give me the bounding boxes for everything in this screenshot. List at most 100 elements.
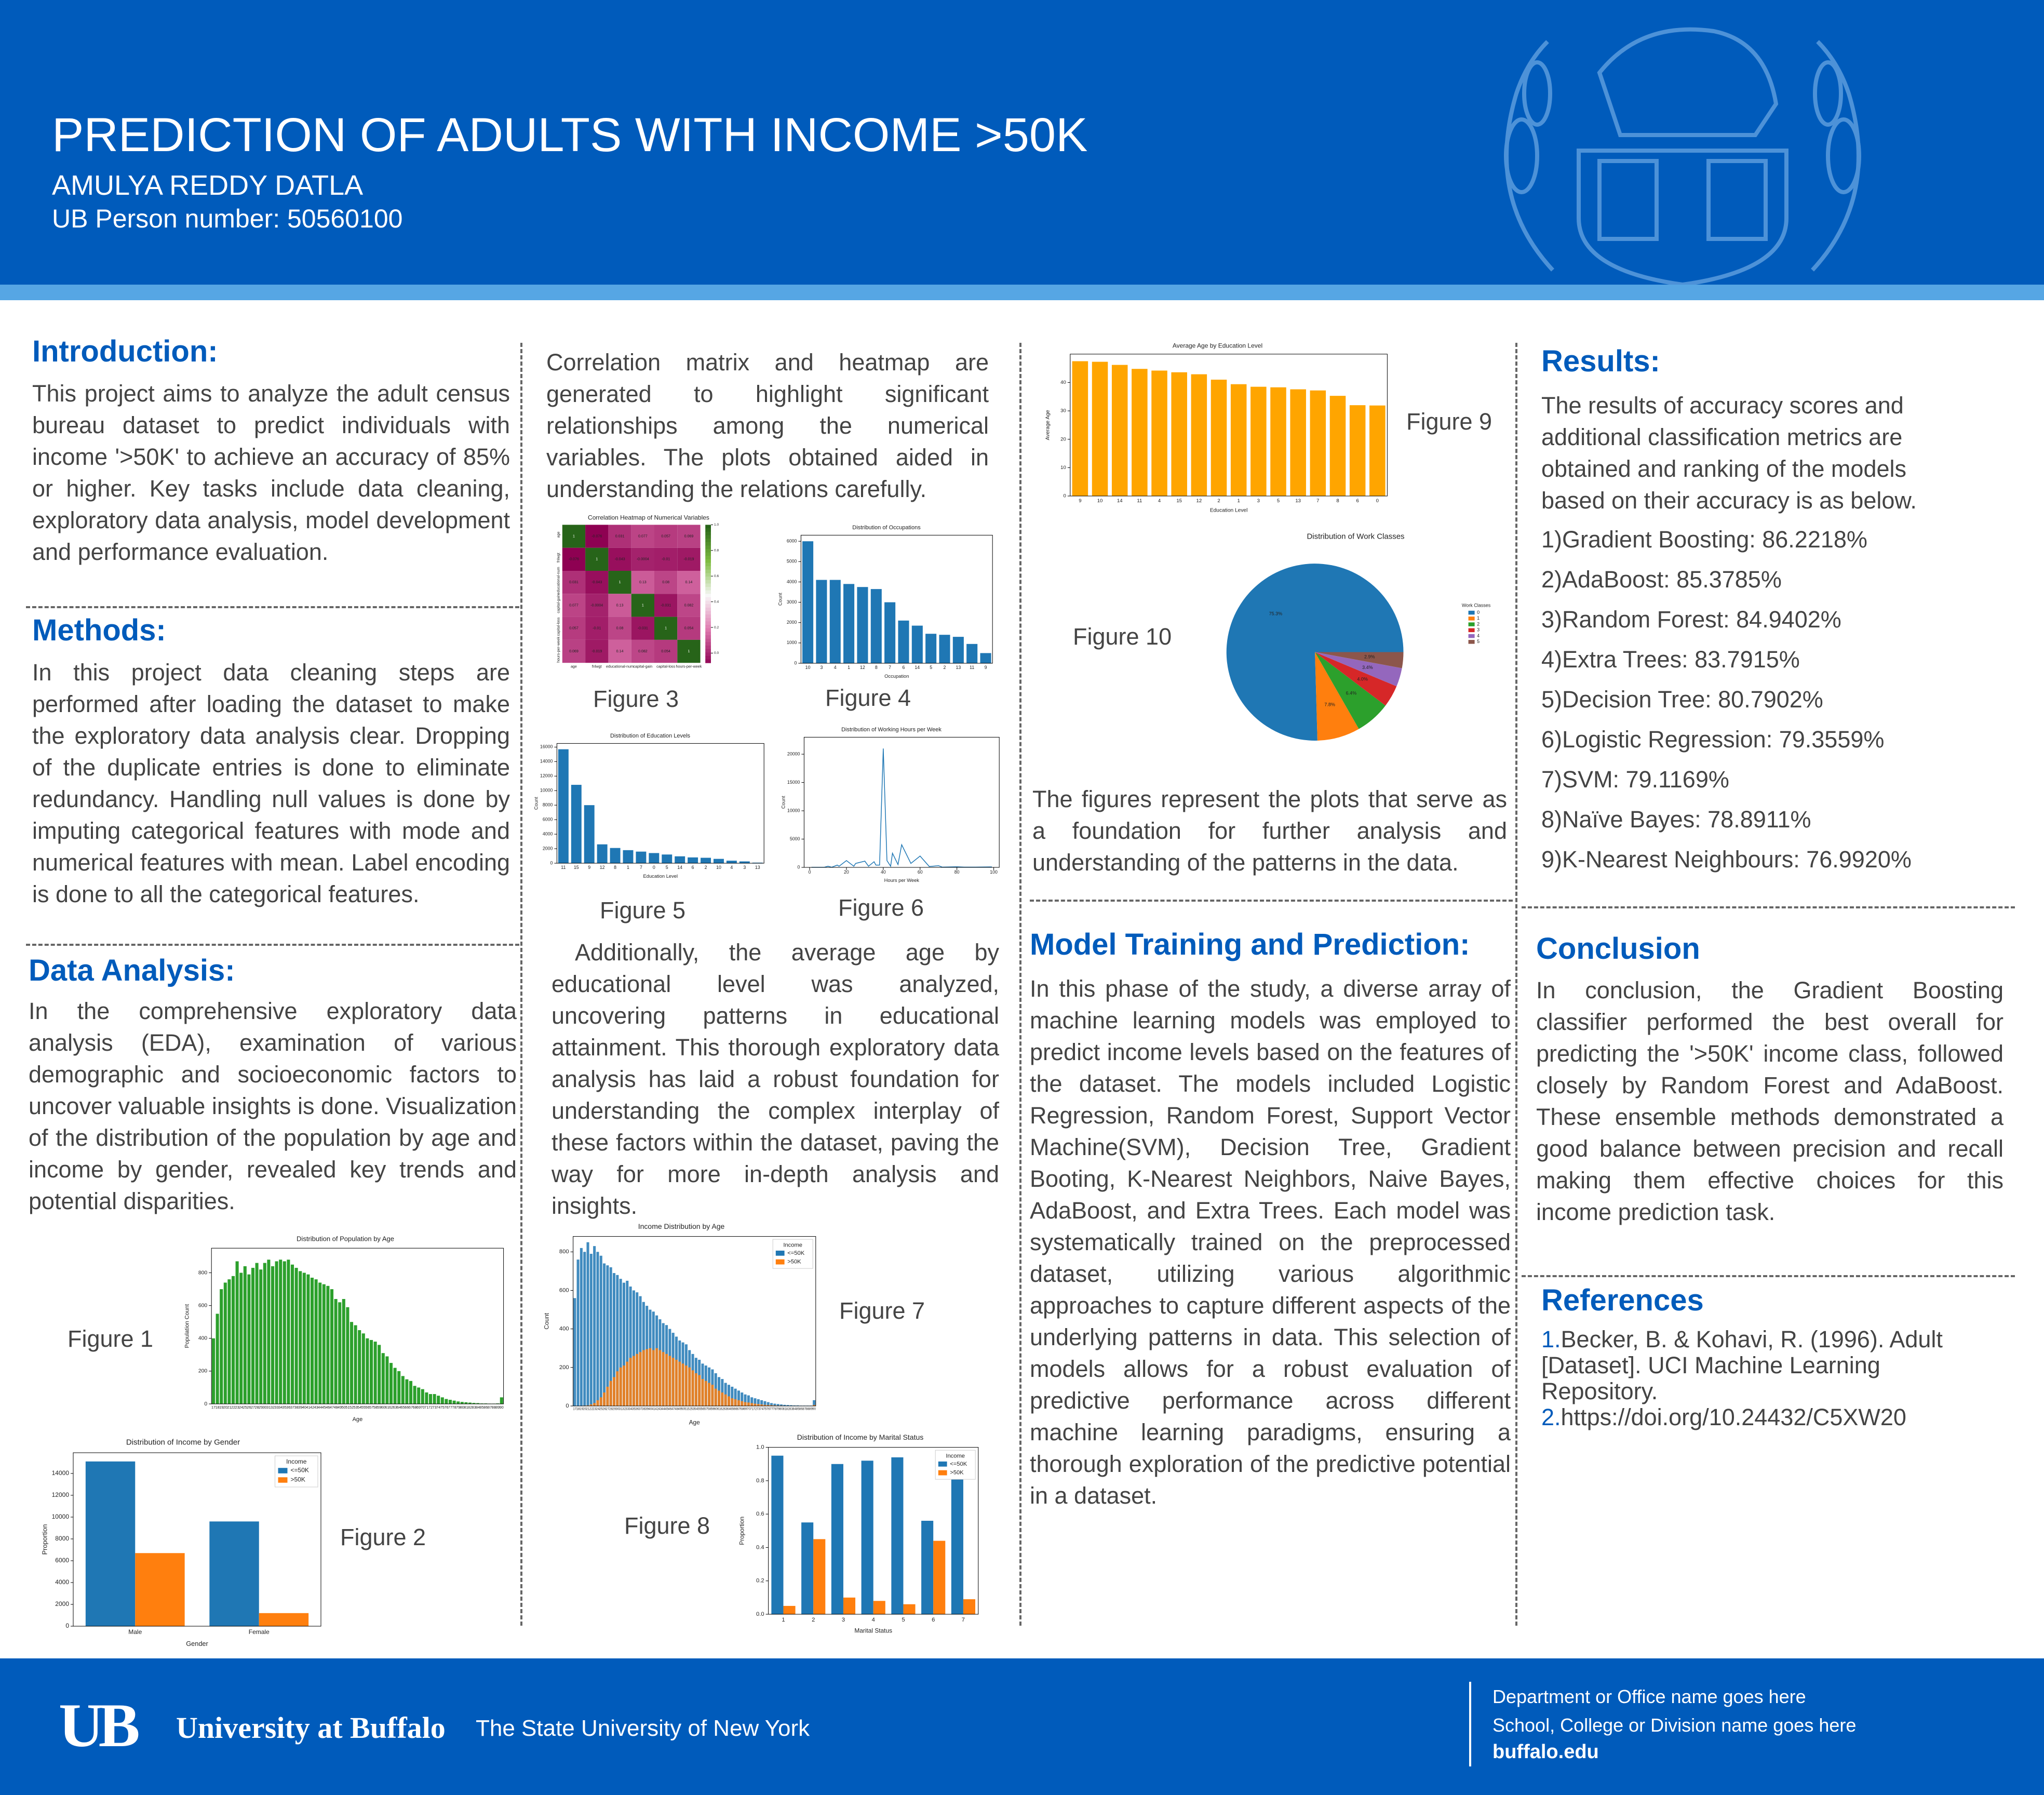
bar <box>675 856 685 863</box>
x-tick-label: 79 <box>456 1405 460 1410</box>
heatmap-cell <box>631 525 654 548</box>
colorbar-segment <box>705 577 711 581</box>
legend-swatch <box>1468 628 1475 633</box>
y-tick-label: 800 <box>198 1270 208 1276</box>
y-tick-label: educational-num <box>556 567 561 594</box>
x-tick-label: 87 <box>802 1408 806 1411</box>
cell-label: 0.069 <box>684 534 694 538</box>
bar <box>401 1376 405 1404</box>
x-tick-label: 12 <box>860 665 865 670</box>
x-tick-label: 5 <box>930 665 932 670</box>
x-tick-label: 40 <box>881 869 886 875</box>
legend-label: >50K <box>950 1470 964 1476</box>
bar <box>770 1405 773 1406</box>
bar <box>589 1404 593 1406</box>
bar <box>843 584 855 663</box>
header-band <box>0 0 2044 285</box>
y-tick-label: 0.6 <box>756 1511 764 1517</box>
bar <box>381 1353 385 1404</box>
pie-slice <box>1315 652 1404 668</box>
x-tick-label: 74 <box>436 1405 440 1410</box>
heatmap-cell <box>631 639 654 663</box>
x-tick-label: 90 <box>500 1405 504 1410</box>
legend-label: >50K <box>787 1259 801 1265</box>
colorbar-segment <box>705 618 711 622</box>
bar <box>373 1342 377 1404</box>
x-tick-label: 46 <box>326 1405 330 1410</box>
x-tick-label: 6 <box>692 865 694 870</box>
x-axis-label: Age <box>689 1418 701 1426</box>
column-divider <box>1515 343 1517 1626</box>
x-tick-label: 2 <box>812 1617 815 1623</box>
colorbar-segment <box>705 542 711 546</box>
x-tick-label: 9 <box>985 665 987 670</box>
cell-label: 1 <box>665 626 667 631</box>
x-tick-label: 28 <box>609 1408 613 1411</box>
slice-label: 3.4% <box>1362 665 1373 670</box>
x-tick-label: 61 <box>385 1405 389 1410</box>
plot-frame <box>800 534 993 664</box>
bar <box>731 1398 734 1406</box>
x-tick-label: 50 <box>342 1405 346 1410</box>
bar <box>346 1307 349 1404</box>
bar <box>378 1345 381 1404</box>
x-tick-label: 39 <box>645 1408 649 1411</box>
cell-label: -0.019 <box>591 649 602 653</box>
y-tick-label: capital-gain <box>556 594 561 613</box>
bar <box>773 1405 776 1406</box>
cell-label: -0.019 <box>683 557 694 561</box>
heatmap-cell <box>608 547 631 571</box>
bar <box>757 1399 760 1406</box>
bar <box>1329 396 1346 496</box>
bar <box>789 1405 792 1406</box>
figure-label: Figure 7 <box>839 1297 925 1324</box>
colorbar-segment <box>705 594 711 598</box>
x-tick-label: 26 <box>602 1408 606 1411</box>
x-tick-label: 70 <box>421 1405 425 1410</box>
cell-label: 1 <box>688 649 690 653</box>
legend-swatch <box>938 1461 947 1467</box>
bar <box>754 1403 757 1406</box>
cell-label: 0.077 <box>569 603 579 607</box>
x-tick-label: 62 <box>389 1405 393 1410</box>
x-tick-label: 41 <box>652 1408 655 1411</box>
chart-title: Distribution of Income by Marital Status <box>797 1433 924 1441</box>
bar <box>231 1276 235 1404</box>
y-axis-label: Proportion <box>738 1517 745 1545</box>
bar <box>606 1386 609 1406</box>
y-tick-label: 30 <box>1060 408 1066 414</box>
bar <box>1111 365 1128 496</box>
x-tick-label: 10 <box>1097 498 1103 504</box>
bar <box>330 1289 334 1404</box>
bar <box>597 844 608 863</box>
x-tick-label: 58 <box>373 1405 378 1410</box>
legend-label: <=50K <box>291 1467 309 1474</box>
x-tick-label: 35 <box>283 1405 287 1410</box>
section-heading: Conclusion <box>1536 932 1700 966</box>
x-tick-label: 70 <box>747 1408 750 1411</box>
y-tick-label: 10000 <box>787 808 800 813</box>
heatmap-cell <box>677 639 701 663</box>
author: AMULYA REDDY DATLA <box>52 170 364 201</box>
x-tick-label: 36 <box>286 1405 290 1410</box>
poster-title: PREDICTION OF ADULTS WITH INCOME >50K <box>52 109 1088 162</box>
figure-label: Figure 2 <box>340 1524 426 1550</box>
figure-chart: Distribution of Occupations 0 1000 2000 3000… <box>776 521 997 680</box>
y-tick-label: 400 <box>198 1336 208 1342</box>
website: buffalo.edu <box>1492 1741 1599 1763</box>
x-tick-label: 24 <box>596 1408 600 1411</box>
bar <box>468 1402 472 1404</box>
references-list: 1.Becker, B. & Kohavi, R. (1996). Adult … <box>1541 1327 1998 1430</box>
bar <box>776 1404 779 1406</box>
bar <box>783 1404 786 1406</box>
legend-title: Income <box>783 1242 802 1248</box>
bar <box>891 1457 904 1614</box>
bar <box>903 1604 916 1614</box>
heatmap-cell <box>654 547 678 571</box>
x-tick-label: 53 <box>354 1405 358 1410</box>
bar <box>243 1266 247 1404</box>
x-tick-label: 52 <box>688 1408 691 1411</box>
bar <box>622 1282 625 1406</box>
chart-title: Distribution of Education Levels <box>610 733 691 739</box>
bar <box>255 1263 259 1404</box>
